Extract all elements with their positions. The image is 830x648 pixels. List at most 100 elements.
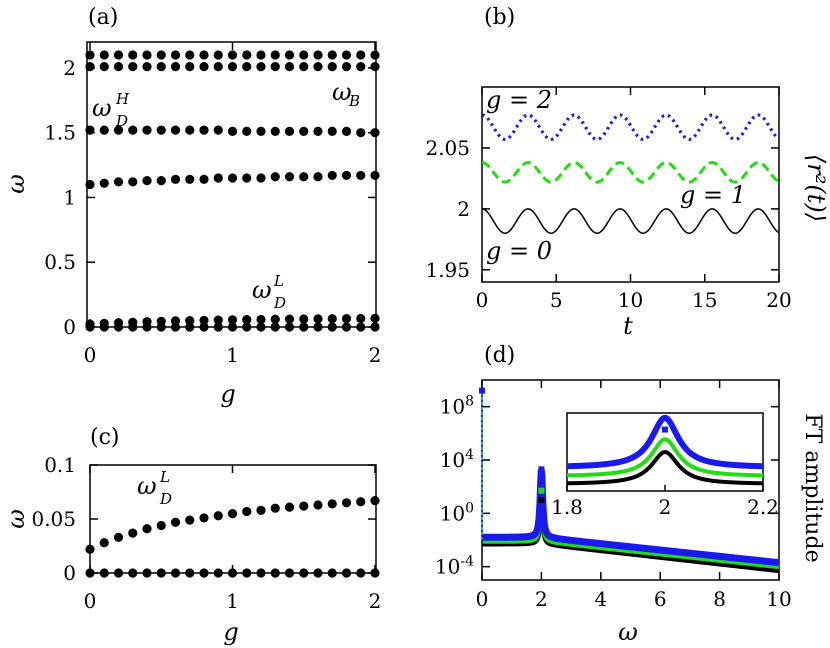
a-point-s0: [270, 50, 280, 60]
a-ytick-label: 0.5: [44, 250, 76, 274]
a-point-s2: [99, 125, 109, 135]
inset-series-line-2: [566, 414, 764, 470]
a-point-s3: [113, 177, 124, 187]
a-point-s3: [156, 176, 166, 186]
a-point-s5: [85, 322, 95, 332]
a-point-s3: [370, 170, 380, 181]
a-point-s4: [356, 313, 366, 324]
a-point-s2: [256, 126, 266, 136]
a-ytick-label: 1: [63, 185, 76, 209]
a-point-s5: [227, 322, 238, 332]
a-point-s5: [99, 322, 109, 332]
c-point-s0: [128, 528, 138, 538]
b-xtick-label: 0: [476, 288, 489, 312]
b-xtick-label: 5: [550, 288, 563, 312]
a-point-s4: [199, 315, 209, 325]
a-point-s1: [170, 62, 181, 72]
a-point-s3: [213, 173, 223, 183]
a-point-s2: [128, 125, 138, 135]
a-point-s5: [313, 322, 323, 332]
c-xtick-label: 2: [369, 589, 382, 613]
a-point-s2: [284, 126, 295, 136]
a-point-s0: [313, 50, 323, 60]
c-xtick-label: 1: [226, 589, 239, 613]
panel-d-label: (d): [484, 343, 515, 368]
d-peak-marker-2: [538, 497, 545, 503]
a-point-s0: [370, 50, 380, 60]
annotation-omega-B: ω B: [332, 78, 360, 110]
a-point-s0: [284, 50, 295, 60]
panel-b-label: (b): [484, 5, 515, 30]
svg-text:B: B: [348, 92, 360, 110]
a-point-s0: [142, 50, 152, 60]
a-point-s2: [156, 125, 166, 135]
panel-d-ylabel: FT amplitude: [800, 413, 825, 562]
svg-text:L: L: [273, 272, 284, 290]
b-xtick-label: 10: [618, 288, 643, 312]
c-point-s1: [370, 568, 380, 578]
a-point-s3: [85, 179, 95, 190]
c-ytick-label: 0.1: [44, 453, 76, 477]
a-point-s5: [185, 322, 195, 332]
c-point-s1: [356, 568, 366, 578]
c-point-s0: [284, 502, 295, 512]
panel-b-ylabel: ⟨r²(t)⟩: [802, 154, 830, 222]
panel-c: (c) 0 0.05 0.1 0 1 2 g ω ω L D: [2, 425, 381, 646]
a-xtick-label: 2: [369, 343, 382, 367]
a-point-s1: [313, 62, 323, 72]
a-point-s5: [242, 322, 252, 332]
a-point-s5: [199, 322, 209, 332]
c-point-s1: [284, 568, 295, 578]
a-point-s4: [185, 316, 195, 326]
c-point-s0: [270, 503, 280, 513]
inset-ticks: 1.8 2 2.2: [551, 485, 779, 519]
d-xtick-label: 0: [476, 587, 489, 611]
a-point-s2: [270, 126, 280, 136]
a-point-s2: [170, 125, 181, 135]
panel-b: (b) 1.95 2 2.05 0 5 10 15 20 t ⟨r²(t)⟩ g = 2 g …: [425, 5, 830, 340]
c-point-s1: [327, 568, 337, 578]
a-xtick-label: 1: [226, 343, 239, 367]
c-point-s1: [113, 568, 124, 578]
c-point-s0: [356, 497, 366, 507]
d-ytick-label: 100: [440, 500, 474, 525]
a-point-s1: [156, 62, 166, 72]
c-point-s0: [142, 524, 152, 534]
panel-a-points: [85, 50, 380, 332]
svg-text:ω: ω: [137, 472, 157, 500]
a-point-s0: [99, 50, 109, 60]
a-point-s0: [156, 50, 166, 60]
a-point-s4: [256, 314, 266, 325]
a-point-s5: [370, 322, 380, 332]
a-point-s0: [113, 50, 124, 60]
a-point-s1: [142, 62, 152, 72]
a-point-s2: [213, 125, 223, 135]
a-point-s5: [256, 322, 266, 332]
a-point-s5: [142, 322, 152, 332]
c-point-s0: [156, 520, 166, 531]
a-point-s3: [270, 172, 280, 182]
a-point-s0: [185, 50, 195, 60]
a-point-s3: [227, 173, 238, 183]
a-point-s3: [341, 170, 352, 181]
c-point-s1: [99, 568, 109, 578]
inset-series-line-1: [566, 437, 764, 478]
svg-text:D: D: [159, 490, 172, 508]
inset-peak-marker: [662, 426, 668, 433]
c-point-s0: [256, 505, 266, 515]
annotation-omega-D-H: ω H D: [92, 90, 130, 130]
panel-c-ylabel: ω: [2, 509, 30, 529]
a-point-s0: [341, 50, 352, 60]
b-ytick-label: 2: [457, 197, 470, 221]
a-point-s1: [370, 62, 380, 72]
c-point-s1: [313, 568, 323, 578]
inset-lines: [566, 414, 764, 486]
a-point-s1: [85, 62, 95, 72]
a-xtick-label: 0: [84, 343, 97, 367]
a-point-s5: [213, 322, 223, 332]
a-point-s0: [256, 50, 266, 60]
c-xtick-label: 0: [84, 589, 97, 613]
c-point-s0: [327, 499, 337, 509]
c-point-s0: [213, 511, 223, 521]
